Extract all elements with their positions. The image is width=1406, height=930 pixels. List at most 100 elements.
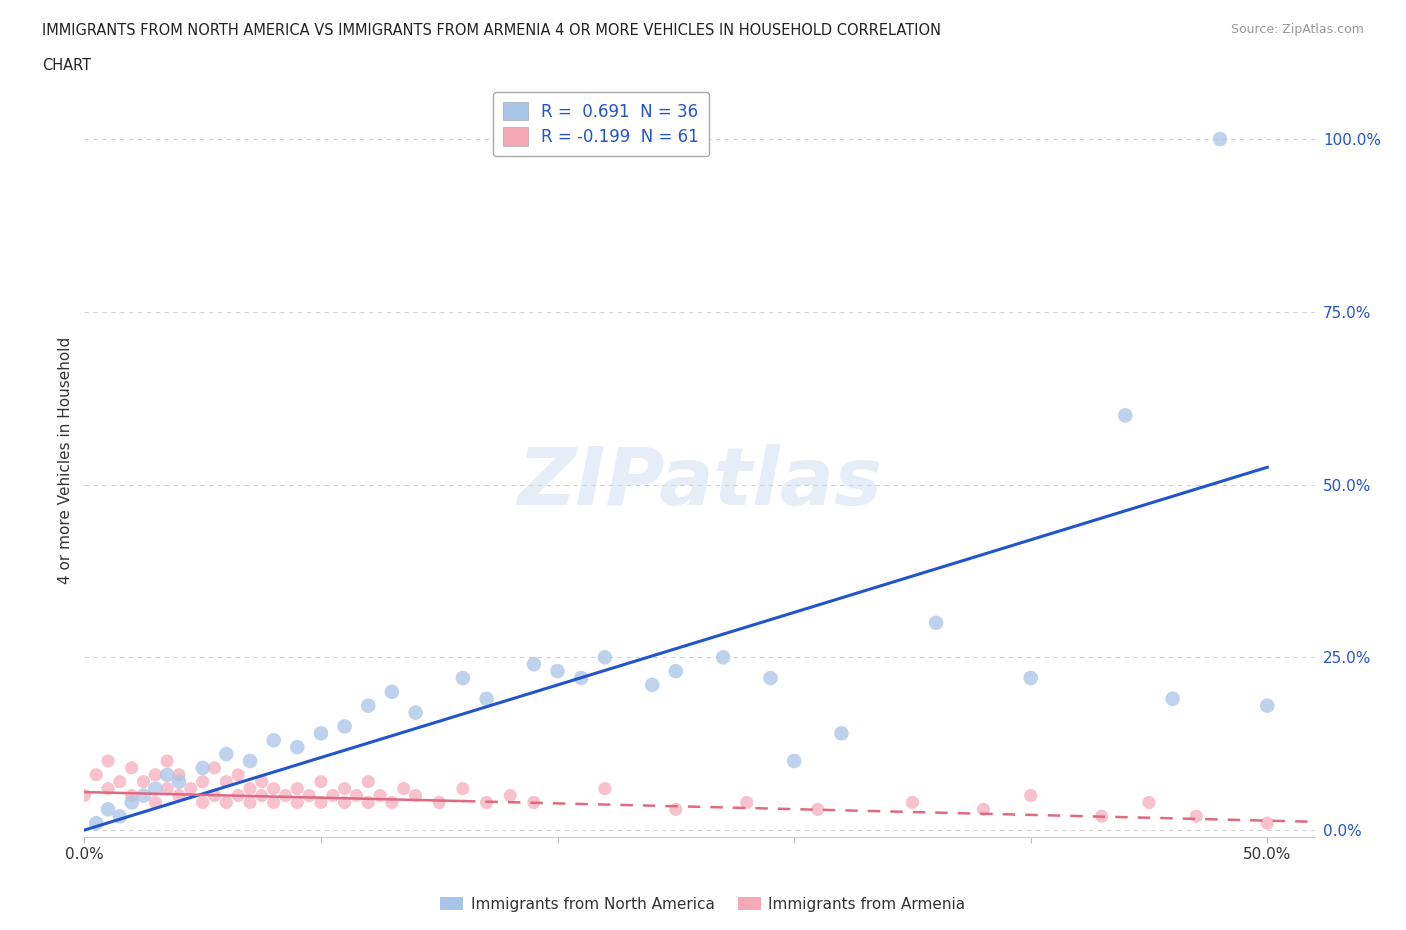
Point — [285, 781, 308, 796]
Point — [263, 733, 285, 748]
Point — [925, 616, 948, 631]
Point — [1137, 795, 1160, 810]
Point — [357, 795, 380, 810]
Point — [204, 788, 226, 803]
Point — [84, 767, 107, 782]
Point — [593, 650, 616, 665]
Point — [215, 747, 238, 762]
Text: IMMIGRANTS FROM NORTH AMERICA VS IMMIGRANTS FROM ARMENIA 4 OR MORE VEHICLES IN H: IMMIGRANTS FROM NORTH AMERICA VS IMMIGRA… — [42, 23, 941, 38]
Point — [1114, 408, 1136, 423]
Point — [156, 767, 179, 782]
Point — [180, 781, 202, 796]
Point — [191, 775, 214, 790]
Point — [309, 795, 332, 810]
Legend: Immigrants from North America, Immigrants from Armenia: Immigrants from North America, Immigrant… — [434, 890, 972, 918]
Point — [475, 691, 498, 706]
Point — [381, 795, 404, 810]
Text: CHART: CHART — [42, 58, 91, 73]
Point — [451, 671, 474, 685]
Point — [156, 753, 179, 768]
Point — [322, 788, 344, 803]
Point — [274, 788, 297, 803]
Point — [1185, 809, 1208, 824]
Text: ZIPatlas: ZIPatlas — [517, 444, 882, 522]
Point — [346, 788, 368, 803]
Point — [156, 781, 179, 796]
Point — [972, 802, 994, 817]
Point — [830, 726, 852, 741]
Point — [523, 657, 546, 671]
Point — [191, 761, 214, 776]
Point — [215, 775, 238, 790]
Point — [427, 795, 450, 810]
Point — [191, 795, 214, 810]
Point — [665, 802, 688, 817]
Point — [121, 788, 143, 803]
Point — [84, 816, 107, 830]
Point — [405, 705, 427, 720]
Point — [309, 726, 332, 741]
Point — [711, 650, 734, 665]
Point — [665, 664, 688, 679]
Point — [641, 678, 664, 693]
Point — [97, 781, 120, 796]
Point — [132, 788, 155, 803]
Point — [285, 739, 308, 754]
Point — [108, 775, 131, 790]
Point — [333, 795, 356, 810]
Point — [735, 795, 758, 810]
Point — [73, 788, 96, 803]
Point — [239, 781, 262, 796]
Point — [239, 795, 262, 810]
Point — [215, 795, 238, 810]
Point — [263, 795, 285, 810]
Point — [368, 788, 391, 803]
Point — [167, 788, 190, 803]
Point — [357, 698, 380, 713]
Point — [298, 788, 321, 803]
Point — [405, 788, 427, 803]
Point — [1091, 809, 1114, 824]
Point — [1209, 131, 1232, 146]
Point — [392, 781, 415, 796]
Point — [143, 795, 166, 810]
Point — [807, 802, 830, 817]
Point — [1256, 816, 1278, 830]
Point — [97, 802, 120, 817]
Point — [1256, 698, 1278, 713]
Point — [451, 781, 474, 796]
Point — [239, 753, 262, 768]
Point — [901, 795, 924, 810]
Point — [593, 781, 616, 796]
Point — [547, 664, 569, 679]
Point — [167, 775, 190, 790]
Legend: R =  0.691  N = 36, R = -0.199  N = 61: R = 0.691 N = 36, R = -0.199 N = 61 — [494, 92, 709, 156]
Point — [381, 684, 404, 699]
Text: Source: ZipAtlas.com: Source: ZipAtlas.com — [1230, 23, 1364, 36]
Point — [1019, 671, 1042, 685]
Point — [121, 761, 143, 776]
Point — [167, 767, 190, 782]
Point — [108, 809, 131, 824]
Point — [333, 781, 356, 796]
Point — [285, 795, 308, 810]
Point — [759, 671, 782, 685]
Point — [250, 775, 273, 790]
Point — [121, 795, 143, 810]
Point — [226, 788, 249, 803]
Point — [250, 788, 273, 803]
Point — [1161, 691, 1184, 706]
Point — [204, 761, 226, 776]
Point — [143, 781, 166, 796]
Point — [783, 753, 806, 768]
Point — [309, 775, 332, 790]
Point — [263, 781, 285, 796]
Point — [523, 795, 546, 810]
Point — [475, 795, 498, 810]
Point — [499, 788, 522, 803]
Point — [132, 775, 155, 790]
Point — [97, 753, 120, 768]
Point — [569, 671, 592, 685]
Point — [357, 775, 380, 790]
Point — [226, 767, 249, 782]
